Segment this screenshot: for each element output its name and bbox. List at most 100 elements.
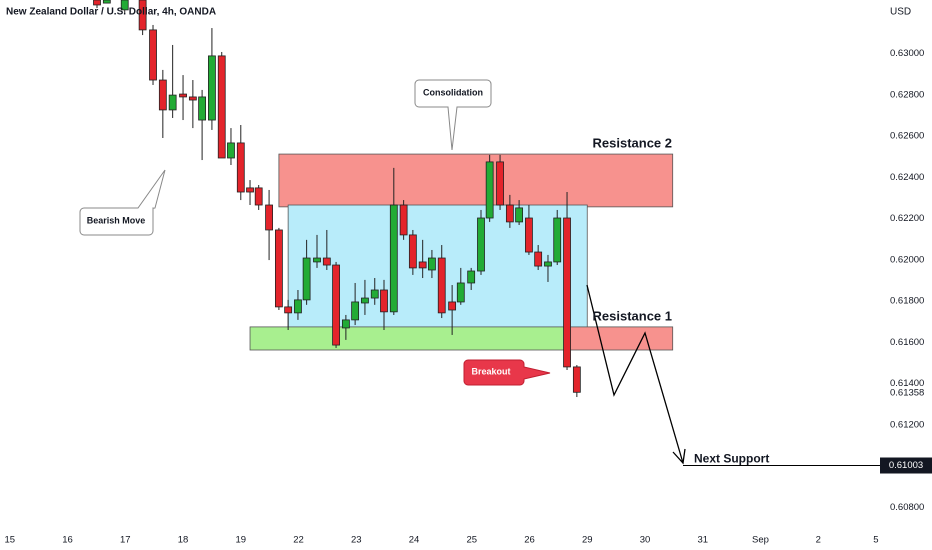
drawings (79, 79, 686, 465)
candle-body (496, 161, 504, 206)
bearish-callout (79, 169, 166, 236)
support-price-label: 0.61003 (889, 460, 923, 471)
x-tick-label: 16 (62, 535, 73, 546)
x-tick-label: 19 (235, 535, 246, 546)
candle-body (265, 204, 273, 231)
support-price-box (880, 457, 932, 474)
candle-body (485, 161, 494, 219)
candle-body (149, 29, 157, 81)
candle-body (467, 270, 476, 284)
candle-body (456, 282, 465, 303)
candle-body (515, 207, 524, 223)
candle-body (572, 366, 581, 393)
breakout-callout (463, 359, 551, 386)
x-tick-label: Sep (752, 535, 769, 546)
x-tick-label: 24 (409, 535, 420, 546)
y-tick-label: 0.62200 (890, 213, 924, 224)
candle-body (138, 0, 147, 31)
x-tick-label: 31 (697, 535, 708, 546)
candle-body (351, 301, 360, 321)
consolidation-callout (414, 79, 492, 151)
x-tick-label: 17 (120, 535, 131, 546)
y-tick-label: 0.63000 (890, 48, 924, 59)
resistance1-label: Resistance 1 (593, 308, 673, 323)
candle-body (188, 96, 197, 101)
candle-body (448, 301, 457, 311)
breakout-label: Breakout (471, 366, 510, 376)
candle-body (418, 261, 427, 269)
x-tick-label: 26 (524, 535, 535, 546)
y-tick-label: 0.62400 (890, 172, 924, 183)
candle-body (505, 204, 514, 223)
candle-body (294, 299, 302, 314)
zone (249, 326, 568, 351)
bearish-label: Bearish Move (87, 215, 146, 225)
candle-body (437, 257, 446, 314)
resistance2-label: Resistance 2 (593, 135, 673, 150)
candle-body (236, 142, 245, 193)
x-tick-label: 23 (351, 535, 362, 546)
x-tick-label: 22 (293, 535, 304, 546)
candle-body (389, 204, 398, 313)
y-tick-label: 0.61400 (890, 378, 924, 389)
x-tick-label: 18 (178, 535, 189, 546)
candle-body (120, 0, 129, 11)
candle-body (563, 217, 571, 368)
candle-body (93, 0, 101, 6)
zone (278, 153, 674, 208)
candle-body (380, 289, 388, 313)
projection-arrow (586, 284, 684, 464)
candle-body (399, 204, 408, 236)
candle-body (332, 264, 340, 346)
axes: 0.63000 0.62800 0.62600 0.62400 0.62200 0.620… (5, 48, 932, 546)
y-tick-label: 0.61800 (890, 296, 924, 307)
candle-body (313, 257, 321, 263)
candle-body (284, 306, 293, 314)
candle-body (102, 0, 111, 4)
candle-body (302, 257, 311, 301)
y-tick-label: 0.62000 (890, 254, 924, 265)
candle-body (198, 96, 206, 121)
zones (249, 153, 674, 351)
y-tick-label: 0.62600 (890, 131, 924, 142)
consolidation-label: Consolidation (423, 87, 483, 97)
x-tick-label: 25 (466, 535, 477, 546)
candle-body (227, 142, 235, 159)
candle-body (246, 187, 254, 193)
y-tick-label: 0.60800 (890, 502, 924, 513)
candle-body (217, 55, 226, 159)
x-tick-label: 30 (640, 535, 651, 546)
candle-body (254, 187, 263, 206)
candle-body (544, 261, 552, 267)
candle-body (341, 319, 350, 329)
candle-body (168, 94, 177, 111)
x-tick-label: 29 (582, 535, 593, 546)
candle-body (322, 257, 331, 266)
last-price-label: 0.61358 (890, 387, 924, 398)
candle-body (534, 251, 543, 267)
candle-body (428, 257, 436, 271)
support-text: Next Support (694, 452, 769, 466)
x-tick-label: 15 (5, 535, 16, 546)
candles (93, 0, 581, 398)
candle-body (208, 55, 216, 121)
chart-title: New Zealand Dollar / U.S. Dollar, 4h, OA… (6, 7, 216, 18)
candle-body (525, 217, 533, 253)
y-tick-label: 0.61200 (890, 419, 924, 430)
x-tick-label: 2 (816, 535, 821, 546)
y-axis-label: USD (890, 7, 911, 18)
candle-body (361, 297, 369, 304)
zone (566, 326, 674, 351)
candle-body (408, 234, 417, 269)
arrow-head (672, 448, 686, 465)
x-tick-label: 5 (873, 535, 878, 546)
candle-body (158, 79, 167, 111)
candle-body (274, 229, 283, 308)
y-tick-label: 0.61600 (890, 337, 924, 348)
candle-body (477, 217, 485, 272)
y-tick-label: 0.62800 (890, 89, 924, 100)
candle-body (179, 93, 187, 98)
candle-body (370, 289, 379, 299)
candle-body (553, 217, 562, 263)
